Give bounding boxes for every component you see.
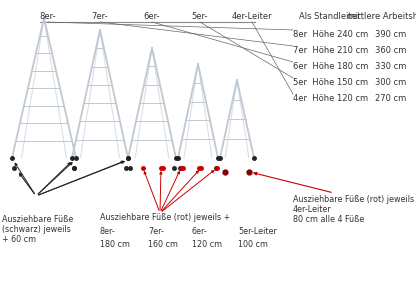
- Text: 330 cm: 330 cm: [375, 62, 406, 71]
- Text: 4er  Höhe 120 cm: 4er Höhe 120 cm: [293, 94, 368, 103]
- Text: 6er  Höhe 180 cm: 6er Höhe 180 cm: [293, 62, 369, 71]
- Text: 270 cm: 270 cm: [375, 94, 406, 103]
- Text: Ausziehbare Füße (rot) jeweils +: Ausziehbare Füße (rot) jeweils +: [100, 213, 230, 222]
- Text: 160 cm: 160 cm: [148, 240, 178, 249]
- Text: Als Standleiter: Als Standleiter: [299, 12, 361, 21]
- Text: 4er-Leiter: 4er-Leiter: [293, 205, 332, 214]
- Text: 5er-Leiter: 5er-Leiter: [238, 227, 277, 236]
- Text: 120 cm: 120 cm: [192, 240, 222, 249]
- Text: Ausziehbare Füße: Ausziehbare Füße: [2, 215, 73, 224]
- Text: + 60 cm: + 60 cm: [2, 235, 36, 244]
- Text: 8er  Höhe 240 cm: 8er Höhe 240 cm: [293, 30, 368, 39]
- Text: (schwarz) jeweils: (schwarz) jeweils: [2, 225, 71, 234]
- Text: 8er-: 8er-: [40, 12, 56, 21]
- Text: 5er  Höhe 150 cm: 5er Höhe 150 cm: [293, 78, 368, 87]
- Text: 7er-: 7er-: [92, 12, 108, 21]
- Text: 4er-Leiter: 4er-Leiter: [232, 12, 272, 21]
- Text: 7er-: 7er-: [148, 227, 164, 236]
- Text: 7er  Höhe 210 cm: 7er Höhe 210 cm: [293, 46, 368, 55]
- Text: 6er-: 6er-: [192, 227, 208, 236]
- Text: Ausziehbare Füße (rot) jeweils +: Ausziehbare Füße (rot) jeweils +: [293, 195, 416, 204]
- Text: mittlere Arbeitshöhe: mittlere Arbeitshöhe: [347, 12, 416, 21]
- Text: 5er-: 5er-: [192, 12, 208, 21]
- Text: 300 cm: 300 cm: [375, 78, 406, 87]
- Text: 80 cm alle 4 Füße: 80 cm alle 4 Füße: [293, 215, 364, 224]
- Text: 180 cm: 180 cm: [100, 240, 130, 249]
- Text: 360 cm: 360 cm: [375, 46, 406, 55]
- Text: 390 cm: 390 cm: [375, 30, 406, 39]
- Text: 100 cm: 100 cm: [238, 240, 268, 249]
- Text: 8er-: 8er-: [100, 227, 116, 236]
- Text: 6er-: 6er-: [144, 12, 160, 21]
